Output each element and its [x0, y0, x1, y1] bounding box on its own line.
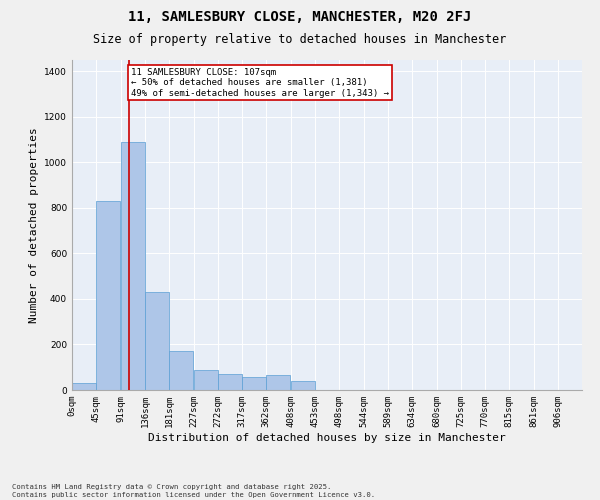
Text: 11, SAMLESBURY CLOSE, MANCHESTER, M20 2FJ: 11, SAMLESBURY CLOSE, MANCHESTER, M20 2F… [128, 10, 472, 24]
Bar [242, 378, 266, 390]
Text: Size of property relative to detached houses in Manchester: Size of property relative to detached ho… [94, 32, 506, 46]
Bar [169, 352, 193, 390]
Bar [218, 374, 242, 390]
Bar [291, 381, 314, 390]
Bar [121, 142, 145, 390]
X-axis label: Distribution of detached houses by size in Manchester: Distribution of detached houses by size … [148, 432, 506, 442]
Text: Contains HM Land Registry data © Crown copyright and database right 2025.
Contai: Contains HM Land Registry data © Crown c… [12, 484, 375, 498]
Bar [97, 201, 120, 390]
Y-axis label: Number of detached properties: Number of detached properties [29, 127, 38, 323]
Text: 11 SAMLESBURY CLOSE: 107sqm
← 50% of detached houses are smaller (1,381)
49% of : 11 SAMLESBURY CLOSE: 107sqm ← 50% of det… [131, 68, 389, 98]
Bar [194, 370, 218, 390]
Bar [266, 375, 290, 390]
Bar [145, 292, 169, 390]
Bar [72, 383, 96, 390]
